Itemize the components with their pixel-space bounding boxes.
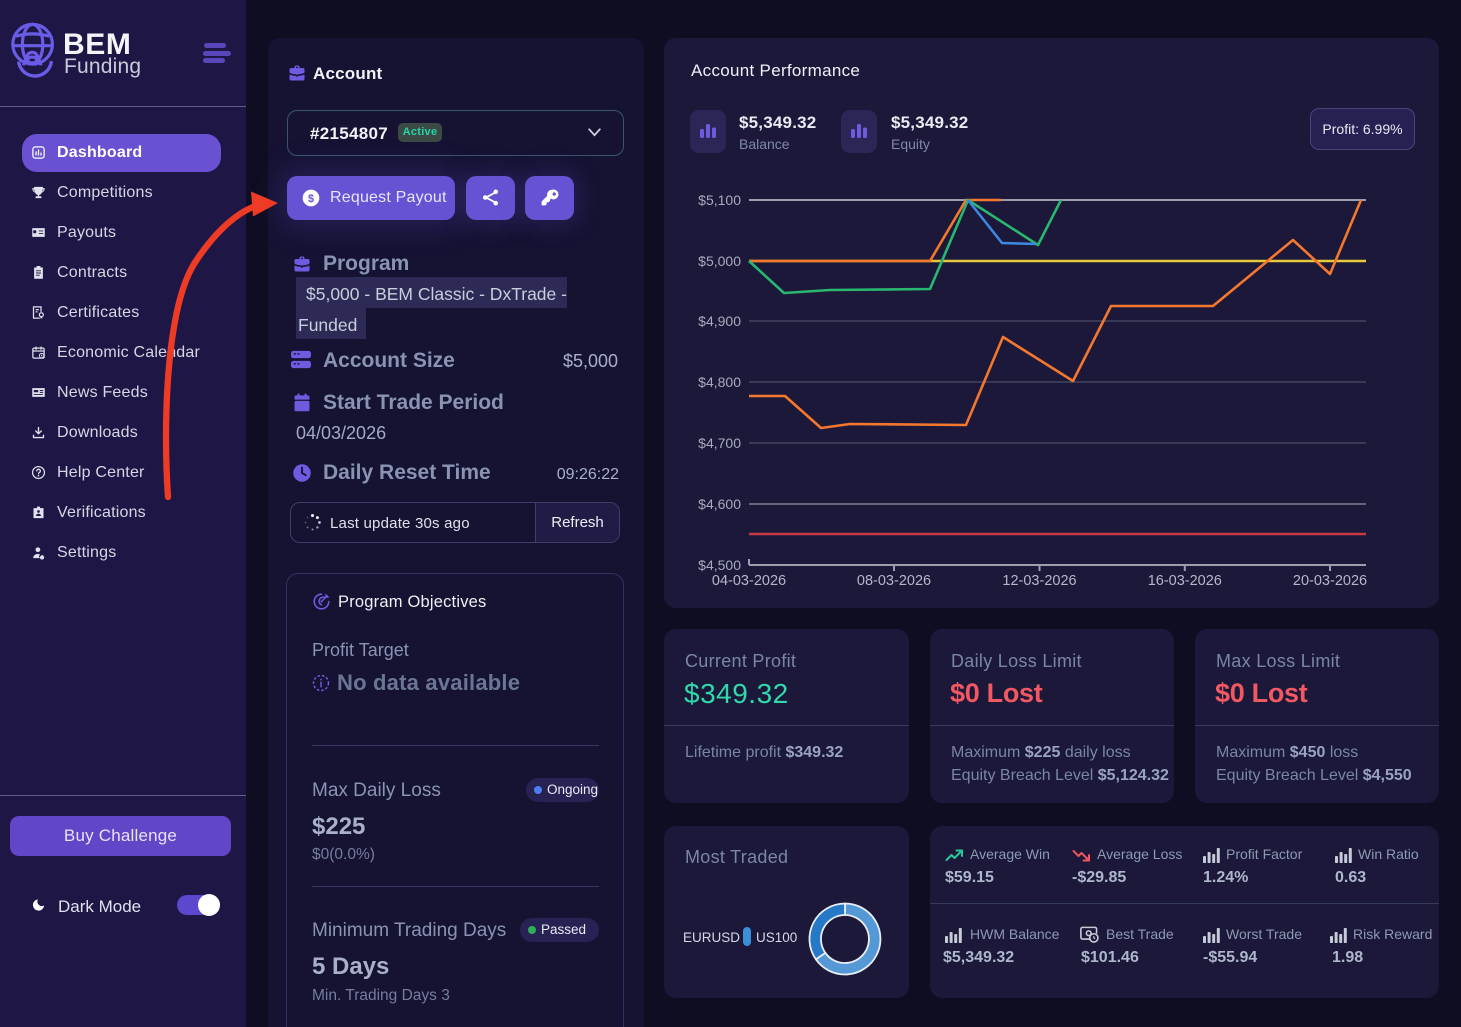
svg-text:$: $ — [308, 193, 314, 205]
svg-text:$4,800: $4,800 — [698, 374, 741, 390]
svg-text:$4,900: $4,900 — [698, 313, 741, 329]
svg-text:04-03-2026: 04-03-2026 — [712, 573, 786, 589]
svg-text:$4,600: $4,600 — [698, 496, 741, 512]
svg-text:12-03-2026: 12-03-2026 — [1002, 573, 1076, 589]
svg-text:08-03-2026: 08-03-2026 — [857, 573, 931, 589]
svg-text:$5,100: $5,100 — [698, 192, 741, 208]
svg-text:$4,500: $4,500 — [698, 557, 741, 573]
svg-text:$5,000: $5,000 — [698, 253, 741, 269]
svg-text:20-03-2026: 20-03-2026 — [1293, 573, 1367, 589]
svg-text:16-03-2026: 16-03-2026 — [1148, 573, 1222, 589]
svg-text:$4,700: $4,700 — [698, 435, 741, 451]
